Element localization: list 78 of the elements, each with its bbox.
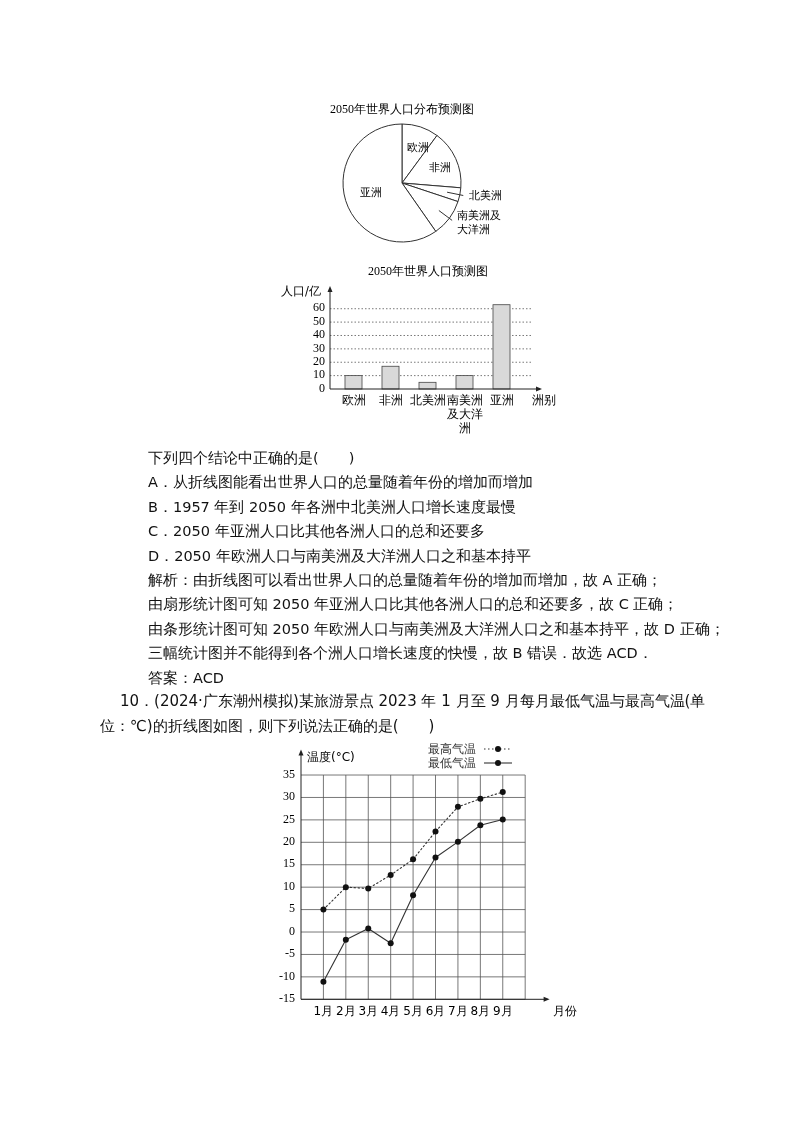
bar: [492, 304, 511, 390]
legend-label: 最低气温: [428, 755, 476, 770]
y-tick-label: 5: [289, 901, 295, 916]
y-tick-label: -5: [285, 946, 295, 961]
point: [499, 789, 506, 796]
text: C．2050 年亚洲人口比其他各洲人口的总和还要多: [148, 522, 486, 542]
slice-label: 非洲: [429, 160, 452, 174]
x-tick-label: 南美洲及大洋洲: [446, 393, 483, 435]
y-tick-label: 10: [283, 878, 295, 893]
point: [454, 803, 461, 810]
point: [432, 854, 439, 861]
x-axis-title: 洲别: [532, 393, 556, 407]
y-tick-label: 20: [313, 353, 325, 368]
bar: [455, 375, 474, 390]
slice-label: 南美洲及大洋洲: [456, 208, 501, 236]
x-tick-label: 亚洲: [489, 393, 514, 407]
x-tick-label: 6月: [425, 1004, 446, 1018]
y-tick-label: 60: [313, 300, 325, 315]
x-tick-label: 北美洲: [409, 393, 446, 407]
text: A．从折线图能看出世界人口的总量随着年份的增加而增加: [148, 473, 534, 493]
x-tick-label: 欧洲: [341, 393, 366, 407]
point: [410, 856, 417, 863]
x-tick-label: 非洲: [378, 393, 403, 407]
y-tick-label: 35: [283, 766, 295, 781]
x-tick-label: 4月: [380, 1004, 401, 1018]
point: [320, 906, 327, 913]
point: [499, 816, 506, 823]
y-tick-label: -10: [279, 968, 295, 983]
y-tick-label: 20: [283, 834, 295, 849]
x-tick-label: 5月: [403, 1004, 423, 1018]
legend-label: 最高气温: [428, 741, 476, 756]
point: [342, 936, 349, 943]
text: 三幅统计图并不能得到各个洲人口增长速度的快慢，故 B 错误．故选 ACD．: [148, 644, 654, 664]
text: 由扇形统计图可知 2050 年亚洲人口比其他各洲人口的总和还要多，故 C 正确；: [148, 595, 680, 615]
point: [387, 940, 394, 947]
text: 下列四个结论中正确的是( ): [148, 449, 356, 468]
x-tick-label: 9月: [492, 1004, 513, 1018]
point: [365, 925, 372, 932]
point: [410, 892, 417, 899]
y-tick-label: 30: [313, 340, 325, 355]
y-tick-label: 15: [283, 856, 295, 871]
slice-label: 亚洲: [360, 185, 383, 199]
y-tick-label: 0: [289, 923, 295, 938]
y-tick-label: 25: [283, 811, 295, 826]
x-tick-label: 1月: [313, 1004, 334, 1018]
text: 解析：由折线图可以看出世界人口的总量随着年份的增加而增加，故 A 正确；: [148, 571, 664, 591]
y-tick-label: 30: [283, 789, 295, 804]
point: [477, 822, 484, 829]
point: [387, 872, 394, 879]
chart-title: 2050年世界人口分布预测图: [330, 102, 474, 116]
point: [320, 978, 327, 985]
y-tick-label: 0: [319, 380, 325, 395]
y-tick-label: 50: [313, 313, 325, 328]
x-tick-label: 2月: [336, 1004, 356, 1018]
x-tick-label: 7月: [448, 1004, 468, 1018]
text: D．2050 年欧洲人口与南美洲及大洋洲人口之和基本持平: [148, 546, 532, 566]
point: [477, 795, 484, 802]
slice-label: 北美洲: [468, 189, 502, 203]
text: 答案：ACD: [148, 668, 225, 688]
y-tick-label: 40: [313, 327, 325, 342]
bar: [344, 375, 363, 390]
x-tick-label: 3月: [358, 1004, 379, 1018]
point: [432, 828, 439, 835]
y-tick-label: 10: [313, 367, 325, 382]
slice-label: 欧洲: [407, 141, 430, 155]
text: 10．(2024·广东潮州模拟)某旅游景点 2023 年 1 月至 9 月每月最低气温与最高气温(单位：℃)的折线图如图，则下列说法正确的是( ): [100, 691, 707, 737]
bar: [381, 365, 400, 390]
chart-title: 2050年世界人口预测图: [368, 264, 488, 278]
point: [454, 838, 461, 845]
y-axis-title: 温度(°C): [307, 750, 355, 764]
point: [342, 884, 349, 891]
y-axis-title: 人口/亿: [281, 284, 321, 298]
x-axis-title: 月份: [552, 1004, 577, 1018]
x-tick-label: 8月: [470, 1004, 491, 1018]
text: 由条形统计图可知 2050 年欧洲人口与南美洲及大洋洲人口之和基本持平，故 D 正确；: [148, 619, 726, 639]
text: B．1957 年到 2050 年各洲中北美洲人口增长速度最慢: [148, 497, 517, 517]
point: [365, 885, 372, 892]
y-tick-label: -15: [279, 991, 295, 1006]
